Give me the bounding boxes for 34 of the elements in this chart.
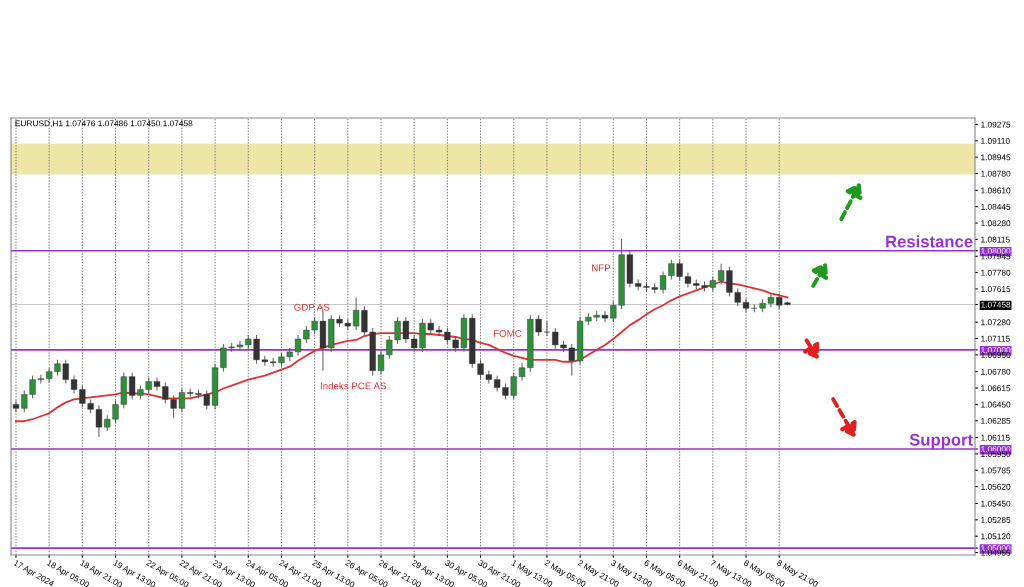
chart-title: EURUSD,H1 1.07476 1.07486 1.07450 1.07458 [15, 120, 193, 128]
annotation: FOMC [493, 330, 522, 337]
y-tick-label: 1.06780 [981, 368, 1011, 375]
y-tick-label: 1.06285 [981, 417, 1011, 424]
y-tick-label: 1.09275 [981, 121, 1011, 128]
annotation: NFP [592, 264, 611, 272]
y-tick-label: 1.06450 [981, 401, 1011, 408]
y-tick-label: 1.08780 [981, 170, 1011, 177]
y-tick-label: 1.07000 [981, 347, 1011, 353]
annotation: GDP AS [294, 303, 330, 311]
ref-line-label: Support [909, 433, 973, 449]
y-tick-label: 1.07115 [981, 335, 1010, 342]
y-tick-label: 1.06115 [981, 434, 1010, 441]
y-tick-label: 1.06000 [981, 446, 1011, 453]
y-tick-label: 1.07780 [981, 269, 1011, 276]
y-tick-label: 1.09110 [981, 137, 1010, 144]
y-tick-label: 1.07280 [981, 319, 1011, 326]
y-tick-label: 1.08115 [981, 236, 1010, 243]
y-tick-label: 1.05120 [981, 533, 1011, 540]
candlestick [543, 320, 551, 337]
y-tick-label: 1.08945 [981, 154, 1011, 161]
y-tick-label: 1.07458 [981, 301, 1011, 308]
y-tick-label: 1.08280 [981, 220, 1011, 227]
y-tick-label: 1.05450 [981, 500, 1011, 507]
y-tick-label: 1.06615 [981, 385, 1011, 392]
y-tick-label: 1.08610 [981, 187, 1011, 194]
y-tick-label: 1.08445 [981, 203, 1011, 210]
annotation: Indeks PCE AS [320, 382, 387, 390]
ref-line-label: Resistance [886, 235, 973, 248]
y-tick-label: 1.05620 [981, 483, 1011, 490]
y-tick-label: 1.07615 [981, 286, 1011, 293]
y-tick-label: 1.08000 [981, 247, 1011, 254]
y-tick-label: 1.05785 [981, 467, 1011, 474]
y-tick-label: 1.05285 [981, 517, 1011, 523]
